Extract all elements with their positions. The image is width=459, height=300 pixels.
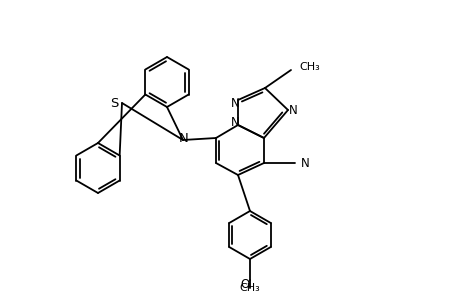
Text: O: O (240, 278, 249, 292)
Text: N: N (300, 157, 309, 169)
Text: N: N (179, 131, 189, 145)
Text: CH₃: CH₃ (239, 283, 260, 293)
Text: N: N (230, 116, 239, 128)
Text: N: N (230, 97, 239, 110)
Text: N: N (288, 103, 297, 116)
Text: CH₃: CH₃ (298, 62, 319, 72)
Text: S: S (110, 97, 118, 110)
